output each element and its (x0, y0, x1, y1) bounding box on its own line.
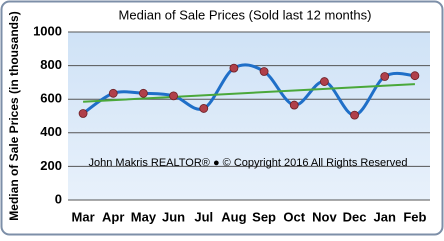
chart: Median of Sale Prices (Sold last 12 mont… (0, 0, 444, 236)
y-axis-label: Median of Sale Prices (in thousands) (7, 11, 21, 220)
x-tick-label: Dec (343, 209, 367, 224)
x-tick-label: Feb (403, 209, 426, 224)
point (139, 88, 148, 98)
y-tick-label: 0 (55, 191, 62, 206)
y-tick-label: 800 (40, 57, 62, 72)
x-tick-label: Jan (374, 209, 396, 224)
point (169, 91, 178, 101)
point (229, 63, 239, 73)
y-tick-label: 1000 (33, 23, 62, 38)
chart-title: Median of Sale Prices (Sold last 12 mont… (119, 7, 372, 22)
point (199, 104, 209, 113)
x-tick-label: Apr (102, 209, 124, 224)
grid: 0 200 400 600 800 1000 Mar Apr May Jun Jul Aug Sep Oc… (33, 23, 430, 224)
point (108, 88, 118, 98)
x-tick-label: Mar (72, 209, 95, 224)
y-tick-label: 200 (40, 158, 62, 173)
x-tick-label: Oct (283, 209, 305, 224)
point (78, 109, 88, 118)
x-tick-label: Jul (194, 209, 213, 224)
marks (78, 63, 420, 120)
x-tick-label: May (131, 209, 157, 224)
plot-area (68, 32, 430, 200)
point (380, 72, 390, 81)
x-tick-label: Nov (312, 209, 337, 224)
x-tick-label: Jun (162, 209, 185, 224)
point (289, 100, 299, 110)
x-tick-label: Aug (221, 209, 246, 224)
point (350, 110, 359, 120)
y-tick-label: 400 (40, 124, 62, 139)
y-tick-label: 600 (40, 91, 62, 106)
point (259, 67, 269, 76)
trend-line (83, 83, 415, 103)
point (320, 77, 329, 86)
x-tick-label: Sep (252, 209, 276, 224)
annotation: John Makris REALTOR® ● © Copyright 2016 … (89, 157, 408, 169)
point (410, 71, 420, 81)
